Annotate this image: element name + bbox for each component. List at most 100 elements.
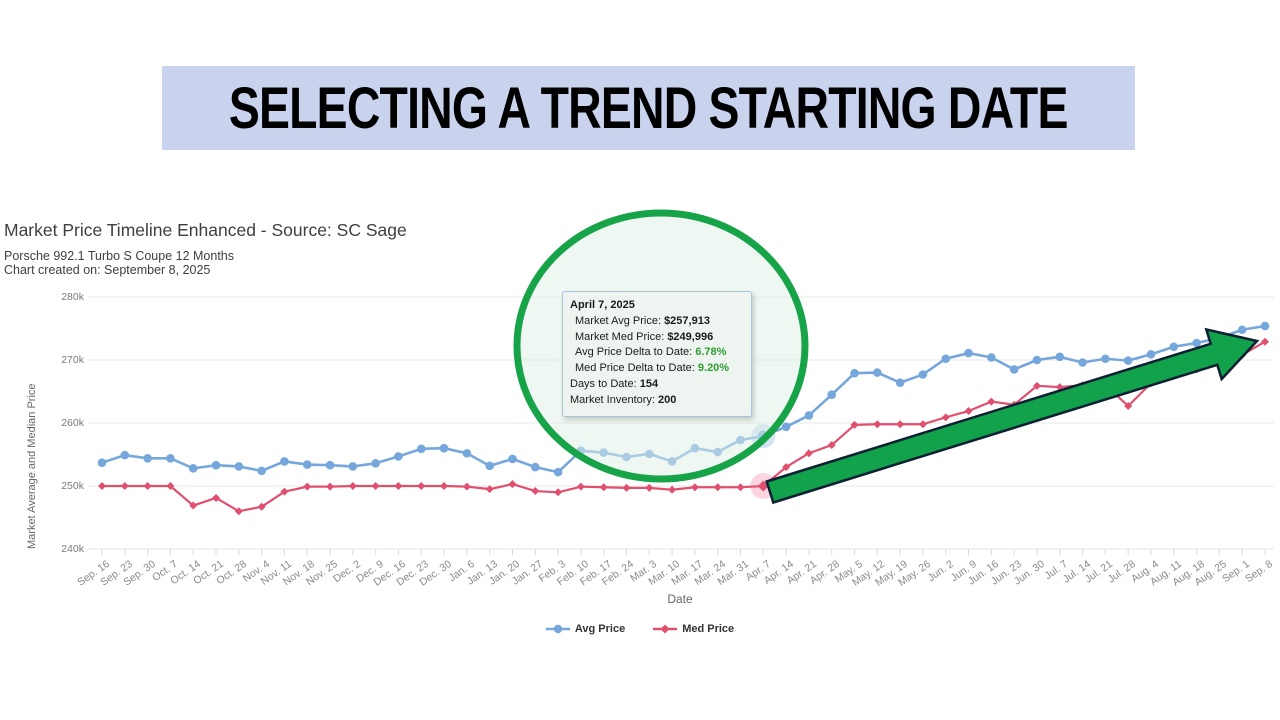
data-point-avg[interactable]: [873, 368, 882, 377]
data-point-med[interactable]: [98, 482, 106, 490]
data-point-med[interactable]: [736, 483, 745, 492]
data-point-med[interactable]: [576, 482, 585, 491]
data-point-med[interactable]: [234, 507, 243, 516]
data-point-med[interactable]: [440, 482, 449, 490]
data-point-med[interactable]: [166, 482, 175, 490]
avg-price-marker-icon: [545, 624, 570, 634]
data-point-med[interactable]: [827, 441, 836, 450]
data-point-med[interactable]: [850, 420, 859, 429]
data-point-avg[interactable]: [1237, 325, 1247, 335]
data-point-med[interactable]: [303, 482, 312, 491]
data-point-avg[interactable]: [211, 460, 221, 470]
data-point-med[interactable]: [348, 482, 357, 490]
tooltip-row: Days to Date: 154: [570, 377, 659, 390]
data-point-avg[interactable]: [1192, 338, 1201, 348]
data-point-med[interactable]: [713, 483, 722, 492]
data-point-avg[interactable]: [964, 348, 973, 358]
data-point-med[interactable]: [987, 397, 996, 406]
data-point-avg[interactable]: [781, 422, 791, 432]
data-point-avg[interactable]: [804, 411, 814, 420]
data-point-avg[interactable]: [827, 390, 837, 399]
data-point-med[interactable]: [326, 482, 335, 491]
data-point-avg[interactable]: [462, 448, 472, 458]
legend-label: Avg Price: [574, 623, 626, 635]
data-point-avg[interactable]: [1101, 354, 1110, 364]
data-point-avg[interactable]: [941, 354, 951, 364]
data-point-avg[interactable]: [987, 353, 996, 362]
data-point-med[interactable]: [417, 482, 426, 490]
data-point-med[interactable]: [531, 487, 540, 496]
chart-subtitle: Porsche 992.1 Turbo S Coupe 12 Months: [4, 249, 235, 263]
data-point-avg[interactable]: [416, 444, 426, 454]
data-point-avg[interactable]: [530, 462, 540, 472]
data-point-med[interactable]: [371, 482, 380, 490]
tooltip-row: Avg Price Delta to Date: 6.78%: [575, 346, 727, 359]
data-point-med[interactable]: [212, 493, 221, 502]
med-price-marker-icon: [653, 624, 678, 634]
data-point-med[interactable]: [599, 483, 608, 492]
data-point-avg[interactable]: [1123, 356, 1133, 365]
data-point-med[interactable]: [918, 420, 927, 429]
data-point-avg[interactable]: [371, 459, 380, 468]
tooltip-row: Market Avg Price: $257,913: [575, 314, 710, 327]
data-point-med[interactable]: [257, 502, 266, 511]
data-point-avg[interactable]: [143, 453, 152, 463]
data-point-avg[interactable]: [1146, 350, 1156, 359]
data-point-med[interactable]: [964, 407, 973, 416]
data-point-avg[interactable]: [188, 464, 198, 473]
data-point-med[interactable]: [462, 482, 471, 491]
data-point-med[interactable]: [645, 483, 654, 492]
data-point-avg[interactable]: [485, 461, 494, 471]
trend-arrow-annotation: [765, 327, 1260, 505]
data-point-med[interactable]: [668, 485, 677, 494]
data-point-avg[interactable]: [439, 443, 449, 453]
data-point-med[interactable]: [941, 413, 950, 422]
data-point-avg[interactable]: [1032, 355, 1042, 365]
data-point-avg[interactable]: [918, 370, 928, 379]
tooltip-row: Market Inventory: 200: [570, 393, 677, 406]
data-point-med[interactable]: [143, 482, 152, 490]
data-point-avg[interactable]: [1078, 358, 1087, 367]
data-point-avg[interactable]: [97, 458, 107, 467]
y-tick-label: 240k: [61, 543, 84, 555]
data-point-med[interactable]: [280, 487, 289, 496]
data-point-med[interactable]: [394, 482, 403, 490]
data-point-avg[interactable]: [1009, 365, 1019, 374]
data-point-avg[interactable]: [234, 462, 244, 471]
data-point-avg[interactable]: [166, 453, 175, 463]
data-point-avg[interactable]: [508, 454, 517, 464]
chart-legend: Avg Price Med Price: [0, 623, 1280, 635]
data-point-avg[interactable]: [1055, 352, 1065, 362]
data-point-med[interactable]: [1124, 401, 1133, 410]
data-point-avg[interactable]: [1260, 321, 1270, 331]
data-point-med[interactable]: [804, 449, 813, 458]
data-point-med[interactable]: [485, 485, 494, 494]
data-point-med[interactable]: [189, 501, 198, 510]
tooltip-row: Market Med Price: $249,996: [575, 330, 714, 343]
data-point-avg[interactable]: [553, 467, 563, 477]
data-point-avg[interactable]: [120, 450, 130, 460]
data-point-med[interactable]: [508, 480, 517, 489]
legend-item-med-price[interactable]: Med Price: [653, 623, 734, 635]
data-point-med[interactable]: [873, 420, 882, 429]
chart-tooltip: April 7, 2025 Market Avg Price: $257,913…: [562, 291, 752, 417]
data-point-med[interactable]: [622, 483, 631, 492]
data-point-avg[interactable]: [1169, 342, 1179, 352]
data-point-med[interactable]: [120, 482, 129, 490]
data-point-med[interactable]: [690, 483, 699, 492]
data-point-avg[interactable]: [394, 452, 403, 461]
data-point-avg[interactable]: [280, 457, 289, 466]
data-point-avg[interactable]: [850, 368, 859, 378]
data-point-med[interactable]: [782, 463, 791, 472]
data-point-avg[interactable]: [302, 460, 312, 469]
legend-item-avg-price[interactable]: Avg Price: [545, 623, 626, 635]
data-point-avg[interactable]: [325, 460, 335, 470]
data-point-avg[interactable]: [348, 462, 358, 471]
data-point-med[interactable]: [1032, 381, 1041, 390]
y-tick-label: 260k: [61, 417, 84, 429]
data-point-avg[interactable]: [257, 466, 266, 476]
data-point-med[interactable]: [554, 488, 563, 497]
data-point-med[interactable]: [896, 420, 905, 429]
data-point-avg[interactable]: [895, 378, 905, 387]
data-point-med[interactable]: [1261, 337, 1269, 346]
